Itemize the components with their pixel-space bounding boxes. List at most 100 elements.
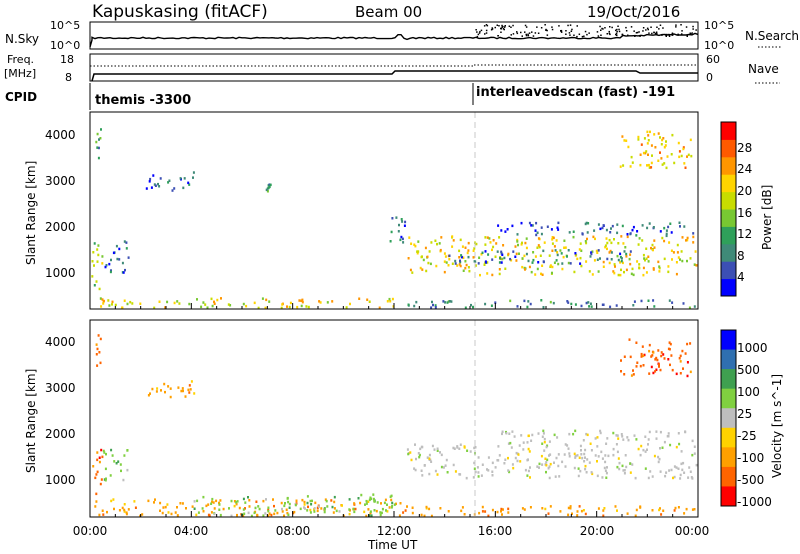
echo-cell xyxy=(567,447,570,450)
echo-cell xyxy=(583,460,586,463)
echo-cell xyxy=(597,223,600,226)
echo-cell xyxy=(380,511,383,515)
echo-cell xyxy=(585,260,588,263)
power-colorbar-segment xyxy=(721,261,736,280)
echo-cell xyxy=(667,358,670,361)
echo-cell xyxy=(163,382,166,386)
echo-cell xyxy=(526,441,529,444)
echo-cell xyxy=(108,304,111,307)
echo-cell xyxy=(512,250,515,253)
echo-cell xyxy=(447,510,450,513)
echo-cell xyxy=(577,474,580,478)
echo-cell xyxy=(248,499,251,502)
echo-cell xyxy=(683,162,686,165)
echo-cell xyxy=(313,510,316,513)
echo-cell xyxy=(213,507,216,510)
search-dot xyxy=(646,27,649,30)
echo-cell xyxy=(488,237,491,240)
echo-cell xyxy=(242,302,245,306)
echo-cell xyxy=(637,135,640,139)
echo-cell xyxy=(556,226,559,229)
echo-cell xyxy=(643,257,646,260)
echo-cell xyxy=(609,231,612,234)
echo-cell xyxy=(650,355,653,358)
echo-cell xyxy=(460,255,463,259)
echo-cell xyxy=(284,502,286,505)
echo-cell xyxy=(523,254,526,258)
echo-cell xyxy=(265,498,267,501)
echo-cell xyxy=(584,464,587,468)
search-dot xyxy=(609,26,611,28)
echo-cell xyxy=(452,463,455,467)
echo-cell xyxy=(158,300,161,303)
echo-cell xyxy=(401,237,404,241)
velocity-colorbar-frame xyxy=(720,329,737,507)
search-dot xyxy=(525,33,527,36)
echo-cell xyxy=(104,467,107,471)
search-dot xyxy=(503,28,505,31)
echo-cell xyxy=(270,513,273,517)
echo-cell xyxy=(497,445,500,448)
echo-cell xyxy=(155,390,158,393)
echo-cell xyxy=(542,260,545,264)
echo-cell xyxy=(687,153,690,157)
echo-cell xyxy=(426,456,429,459)
echo-cell xyxy=(673,509,676,512)
echo-cell xyxy=(511,224,514,228)
echo-cell xyxy=(181,387,184,390)
echo-cell xyxy=(445,261,448,264)
echo-cell xyxy=(527,300,530,303)
echo-cell xyxy=(573,466,576,470)
echo-cell xyxy=(671,133,674,137)
echo-cell xyxy=(508,470,511,474)
echo-cell xyxy=(550,228,553,231)
echo-cell xyxy=(555,456,558,460)
echo-cell xyxy=(676,251,679,254)
echo-cell xyxy=(648,343,651,347)
echo-cell xyxy=(668,299,671,302)
echo-cell xyxy=(444,301,447,304)
echo-cell xyxy=(617,437,620,440)
echo-cell xyxy=(519,460,522,463)
echo-cell xyxy=(166,503,169,506)
search-dot xyxy=(633,30,635,32)
echo-cell xyxy=(507,456,509,460)
echo-cell xyxy=(549,505,552,508)
search-dot xyxy=(573,34,575,36)
echo-cell xyxy=(473,461,476,465)
echo-cell xyxy=(644,151,647,155)
echo-cell xyxy=(642,253,645,257)
cpid-label: CPID xyxy=(5,90,37,104)
echo-cell xyxy=(678,155,681,159)
echo-cell xyxy=(288,506,291,509)
echo-cell xyxy=(514,255,517,258)
echo-cell xyxy=(341,504,343,507)
echo-cell xyxy=(623,472,626,475)
echo-cell xyxy=(494,466,497,469)
echo-cell xyxy=(612,270,615,273)
echo-cell xyxy=(661,446,664,449)
echo-cell xyxy=(125,247,128,250)
echo-cell xyxy=(626,235,629,239)
echo-cell xyxy=(458,256,461,259)
echo-cell xyxy=(501,513,503,516)
echo-cell xyxy=(540,454,543,458)
echo-cell xyxy=(370,497,373,501)
echo-cell xyxy=(500,229,503,232)
echo-cell xyxy=(407,303,410,306)
echo-cell xyxy=(498,236,501,239)
echo-cell xyxy=(642,448,645,452)
echo-cell xyxy=(286,497,289,500)
date-label: 19/Oct/2016 xyxy=(587,3,680,21)
echo-cell xyxy=(529,302,532,306)
echo-cell xyxy=(210,297,213,301)
echo-cell xyxy=(548,454,550,457)
echo-cell xyxy=(542,249,545,253)
echo-cell xyxy=(242,514,245,517)
echo-cell xyxy=(580,509,583,513)
echo-cell xyxy=(236,513,238,517)
echo-cell xyxy=(661,163,664,166)
echo-cell xyxy=(620,235,623,238)
echo-cell xyxy=(557,453,560,456)
echo-cell xyxy=(108,262,111,266)
